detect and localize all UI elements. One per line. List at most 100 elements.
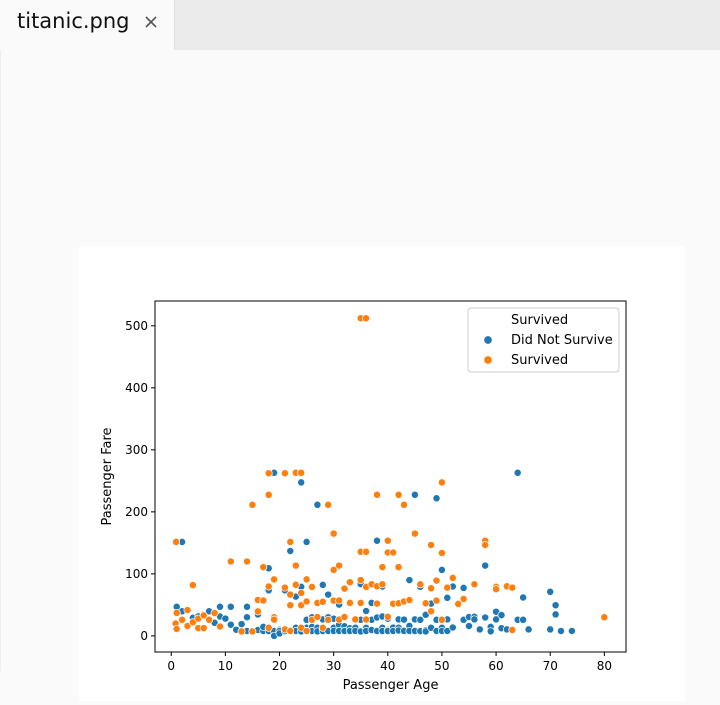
- data-point: [443, 627, 452, 635]
- data-point: [470, 615, 479, 624]
- data-point: [356, 576, 365, 585]
- data-point: [459, 583, 468, 592]
- data-point: [378, 563, 387, 572]
- data-point: [280, 583, 289, 592]
- data-point: [481, 561, 490, 570]
- data-point: [470, 580, 479, 589]
- data-point: [443, 583, 452, 592]
- data-point: [546, 587, 555, 596]
- data-point: [172, 608, 181, 617]
- data-point: [416, 580, 425, 589]
- data-point: [421, 599, 430, 608]
- data-point: [362, 547, 371, 556]
- data-point: [243, 613, 251, 622]
- data-point: [210, 609, 219, 618]
- data-point: [416, 615, 425, 624]
- data-point: [465, 622, 473, 630]
- data-point: [432, 494, 441, 503]
- x-tick-label: 10: [218, 659, 233, 673]
- data-point: [410, 490, 419, 499]
- data-point: [335, 561, 344, 570]
- y-tick-label: 300: [125, 443, 148, 457]
- data-point: [486, 627, 495, 636]
- data-point: [351, 615, 360, 624]
- x-tick-label: 70: [543, 659, 558, 673]
- data-point: [481, 541, 490, 549]
- data-point: [551, 610, 560, 619]
- data-point: [264, 490, 273, 499]
- data-point: [329, 565, 338, 574]
- data-point: [389, 548, 398, 557]
- data-point: [492, 585, 501, 594]
- x-tick-label: 40: [380, 659, 395, 673]
- data-point: [297, 478, 306, 487]
- data-point: [286, 601, 295, 610]
- tab-bar: titanic.png: [0, 0, 720, 50]
- data-point: [340, 613, 349, 621]
- data-point: [437, 549, 446, 557]
- data-point: [188, 618, 197, 627]
- data-point: [248, 500, 257, 509]
- data-point: [286, 537, 295, 546]
- data-point: [405, 576, 414, 585]
- data-point: [373, 599, 381, 608]
- data-point: [188, 581, 197, 590]
- legend-title: Survived: [511, 313, 568, 328]
- x-tick-label: 60: [488, 659, 503, 673]
- data-point: [302, 575, 311, 584]
- series-survived: [171, 314, 609, 636]
- data-point: [394, 490, 403, 499]
- data-point: [600, 613, 609, 622]
- data-point: [356, 598, 365, 607]
- data-point: [291, 580, 300, 589]
- data-point: [335, 596, 344, 605]
- data-point: [400, 615, 408, 624]
- data-point: [508, 625, 517, 634]
- data-point: [302, 597, 311, 606]
- x-tick-label: 20: [272, 659, 287, 673]
- data-point: [405, 596, 414, 604]
- data-point: [492, 615, 501, 624]
- data-point: [297, 468, 306, 477]
- data-point: [302, 627, 311, 635]
- data-point: [253, 607, 262, 616]
- data-point: [427, 541, 436, 549]
- y-tick-label: 500: [125, 319, 148, 333]
- data-point: [264, 623, 273, 632]
- image-viewer: 0 10 20 30 40 50 60 70 80 0 100 200 300 400 500 Passeng…: [0, 50, 720, 701]
- data-point: [183, 606, 192, 615]
- tab-title: titanic.png: [17, 9, 130, 33]
- data-point: [221, 614, 230, 623]
- data-point: [259, 563, 268, 572]
- data-point: [329, 529, 338, 538]
- tab-titanic-png[interactable]: titanic.png: [0, 0, 175, 50]
- data-point: [264, 469, 273, 478]
- data-point: [373, 536, 381, 545]
- data-point: [454, 599, 463, 608]
- plot-frame: [154, 300, 627, 653]
- data-point: [546, 625, 555, 634]
- close-icon[interactable]: [142, 13, 160, 31]
- image-frame: 0 10 20 30 40 50 60 70 80 0 100 200 300 400 500 Passeng…: [79, 246, 685, 701]
- data-point: [481, 613, 490, 622]
- data-point: [297, 601, 306, 610]
- data-point: [427, 584, 436, 593]
- data-point: [259, 596, 268, 605]
- y-tick-label: 400: [125, 381, 148, 395]
- y-tick-label: 100: [125, 567, 148, 581]
- data-point: [373, 490, 381, 499]
- data-point: [237, 620, 246, 629]
- y-axis-label: Passenger Fare: [100, 427, 115, 525]
- data-point: [448, 623, 457, 632]
- data-point: [199, 611, 208, 620]
- x-tick-label: 80: [597, 659, 612, 673]
- x-tick-label: 30: [326, 659, 341, 673]
- data-point: [318, 623, 327, 632]
- data-point: [205, 615, 214, 624]
- x-tick-label: 50: [434, 659, 449, 673]
- data-point: [199, 624, 208, 633]
- data-point: [524, 625, 533, 634]
- data-point: [497, 611, 506, 620]
- data-point: [437, 615, 446, 624]
- data-point: [270, 575, 279, 584]
